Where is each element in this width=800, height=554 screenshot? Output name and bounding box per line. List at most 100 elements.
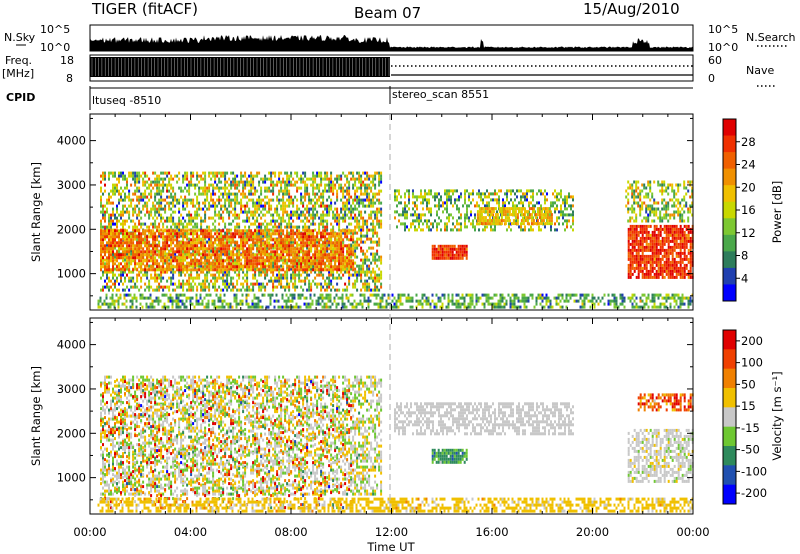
heatmap-cell bbox=[168, 219, 171, 223]
heatmap-cell bbox=[376, 240, 379, 244]
heatmap-cell bbox=[410, 213, 412, 217]
heatmap-cell bbox=[222, 279, 225, 283]
heatmap-cell bbox=[174, 210, 177, 214]
heatmap-cell bbox=[202, 177, 205, 181]
heatmap-cell bbox=[308, 225, 311, 229]
heatmap-cell bbox=[124, 222, 126, 226]
heatmap-cell bbox=[150, 256, 153, 260]
heatmap-cell bbox=[126, 267, 128, 271]
heatmap-cell bbox=[258, 256, 261, 260]
heatmap-cell bbox=[144, 235, 147, 239]
heatmap-cell bbox=[226, 282, 229, 286]
heatmap-cell bbox=[378, 177, 381, 181]
heatmap-cell bbox=[244, 207, 247, 211]
heatmap-cell bbox=[330, 183, 333, 187]
heatmap-cell bbox=[332, 180, 335, 184]
heatmap-cell bbox=[366, 282, 369, 286]
heatmap-cell bbox=[478, 195, 480, 199]
heatmap-cell bbox=[168, 201, 171, 205]
heatmap-cell bbox=[372, 222, 375, 226]
heatmap-cell bbox=[252, 238, 255, 242]
heatmap-cell bbox=[286, 183, 289, 187]
heatmap-cell bbox=[242, 186, 245, 190]
heatmap-cell bbox=[374, 177, 377, 181]
heatmap-cell bbox=[416, 204, 418, 208]
heatmap-cell bbox=[198, 241, 201, 245]
heatmap-cell bbox=[286, 247, 289, 251]
heatmap-cell bbox=[368, 198, 371, 202]
heatmap-cell bbox=[378, 201, 381, 205]
heatmap-cell bbox=[360, 198, 363, 202]
heatmap-cell bbox=[498, 204, 500, 208]
heatmap-cell bbox=[342, 247, 345, 251]
heatmap-cell bbox=[366, 195, 369, 199]
heatmap-cell bbox=[184, 268, 187, 272]
heatmap-cell bbox=[454, 198, 456, 202]
heatmap-cell bbox=[236, 288, 239, 292]
heatmap-cell bbox=[256, 235, 259, 239]
heatmap-cell bbox=[272, 229, 275, 233]
heatmap-cell bbox=[206, 285, 209, 289]
heatmap-cell bbox=[242, 238, 245, 242]
heatmap-cell bbox=[110, 213, 112, 217]
heatmap-cell bbox=[210, 238, 213, 242]
heatmap-cell bbox=[200, 259, 203, 263]
heatmap-cell bbox=[336, 177, 339, 181]
heatmap-cell bbox=[302, 253, 305, 257]
heatmap-cell bbox=[252, 273, 255, 277]
heatmap-cell bbox=[160, 250, 163, 254]
heatmap-cell bbox=[106, 207, 108, 211]
heatmap-cell bbox=[334, 235, 337, 239]
heatmap-cell bbox=[110, 201, 112, 205]
heatmap-cell bbox=[228, 270, 231, 274]
heatmap-cell bbox=[274, 241, 277, 245]
heatmap-cell bbox=[300, 174, 303, 178]
heatmap-cell bbox=[234, 177, 237, 181]
heatmap-cell bbox=[308, 229, 311, 233]
heatmap-cell bbox=[228, 235, 231, 239]
heatmap-cell bbox=[376, 171, 379, 175]
heatmap-cell bbox=[220, 192, 223, 196]
heatmap-cell bbox=[154, 247, 157, 251]
heatmap-cell bbox=[314, 213, 317, 217]
heatmap-cell bbox=[182, 232, 185, 236]
heatmap-cell bbox=[236, 192, 239, 196]
heatmap-cell bbox=[218, 216, 221, 220]
heatmap-cell bbox=[336, 247, 339, 251]
heatmap-cell bbox=[288, 213, 291, 217]
heatmap-cell bbox=[296, 232, 299, 236]
heatmap-cell bbox=[224, 259, 227, 263]
heatmap-cell bbox=[528, 222, 530, 226]
heatmap-cell bbox=[164, 238, 167, 242]
heatmap-cell bbox=[230, 235, 233, 239]
heatmap-cell bbox=[114, 222, 116, 226]
heatmap-cell bbox=[370, 189, 373, 193]
heatmap-cell bbox=[148, 186, 151, 190]
heatmap-cell bbox=[144, 259, 147, 263]
heatmap-cell bbox=[118, 249, 120, 253]
heatmap-cell bbox=[222, 238, 225, 242]
heatmap-cell bbox=[100, 195, 102, 199]
heatmap-cell bbox=[192, 276, 195, 280]
heatmap-cell bbox=[148, 247, 151, 251]
heatmap-cell bbox=[522, 228, 524, 232]
heatmap-cell bbox=[284, 225, 287, 229]
heatmap-cell bbox=[190, 171, 193, 175]
heatmap-cell bbox=[112, 270, 114, 274]
heatmap-cell bbox=[340, 216, 343, 220]
heatmap-cell bbox=[312, 268, 315, 272]
heatmap-cell bbox=[254, 273, 257, 277]
heatmap-cell bbox=[228, 177, 231, 181]
heatmap-cell bbox=[212, 285, 215, 289]
heatmap-cell bbox=[266, 264, 269, 268]
heatmap-cell bbox=[280, 244, 283, 248]
heatmap-cell bbox=[220, 229, 223, 233]
heatmap-cell bbox=[336, 270, 339, 274]
heatmap-cell bbox=[478, 204, 480, 208]
heatmap-cell bbox=[196, 241, 199, 245]
heatmap-cell bbox=[292, 177, 295, 181]
heatmap-cell bbox=[214, 268, 217, 272]
heatmap-cell bbox=[250, 235, 253, 239]
heatmap-cell bbox=[328, 210, 331, 214]
